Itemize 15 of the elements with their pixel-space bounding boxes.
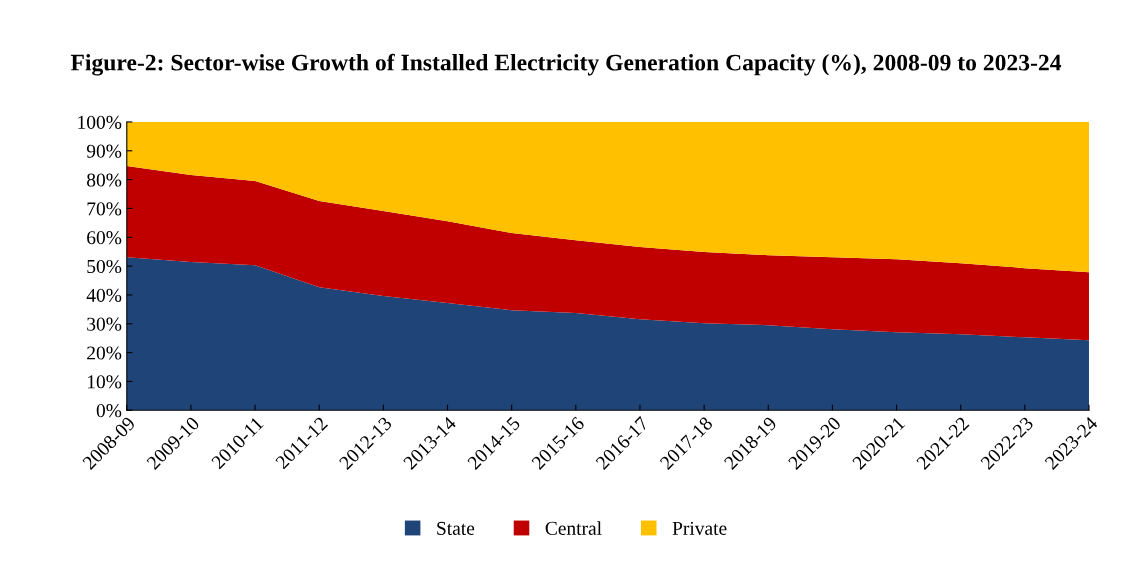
- y-tick-label: 20%: [87, 346, 122, 360]
- y-tick-label: 60%: [87, 231, 122, 245]
- y-tick-label: 0%: [96, 404, 122, 418]
- legend-label: State: [437, 521, 475, 535]
- y-tick-label: 50%: [87, 259, 122, 274]
- y-tick-label: 10%: [87, 375, 122, 389]
- y-tick-label: 100%: [78, 115, 122, 129]
- y-tick-label: 70%: [87, 202, 122, 216]
- y-tick-label: 40%: [86, 288, 122, 302]
- legend-label: Central: [545, 521, 602, 535]
- chart-title: Figure-2: Sector-wise Growth of Installed Electricity Generation Capacity (%), 2008-09 to 2023-24: [70, 53, 1062, 76]
- y-tick-label: 90%: [86, 144, 122, 158]
- y-tick-label: 30%: [87, 317, 122, 331]
- y-tick-label: 80%: [87, 173, 122, 187]
- legend-label: Private: [672, 521, 727, 535]
